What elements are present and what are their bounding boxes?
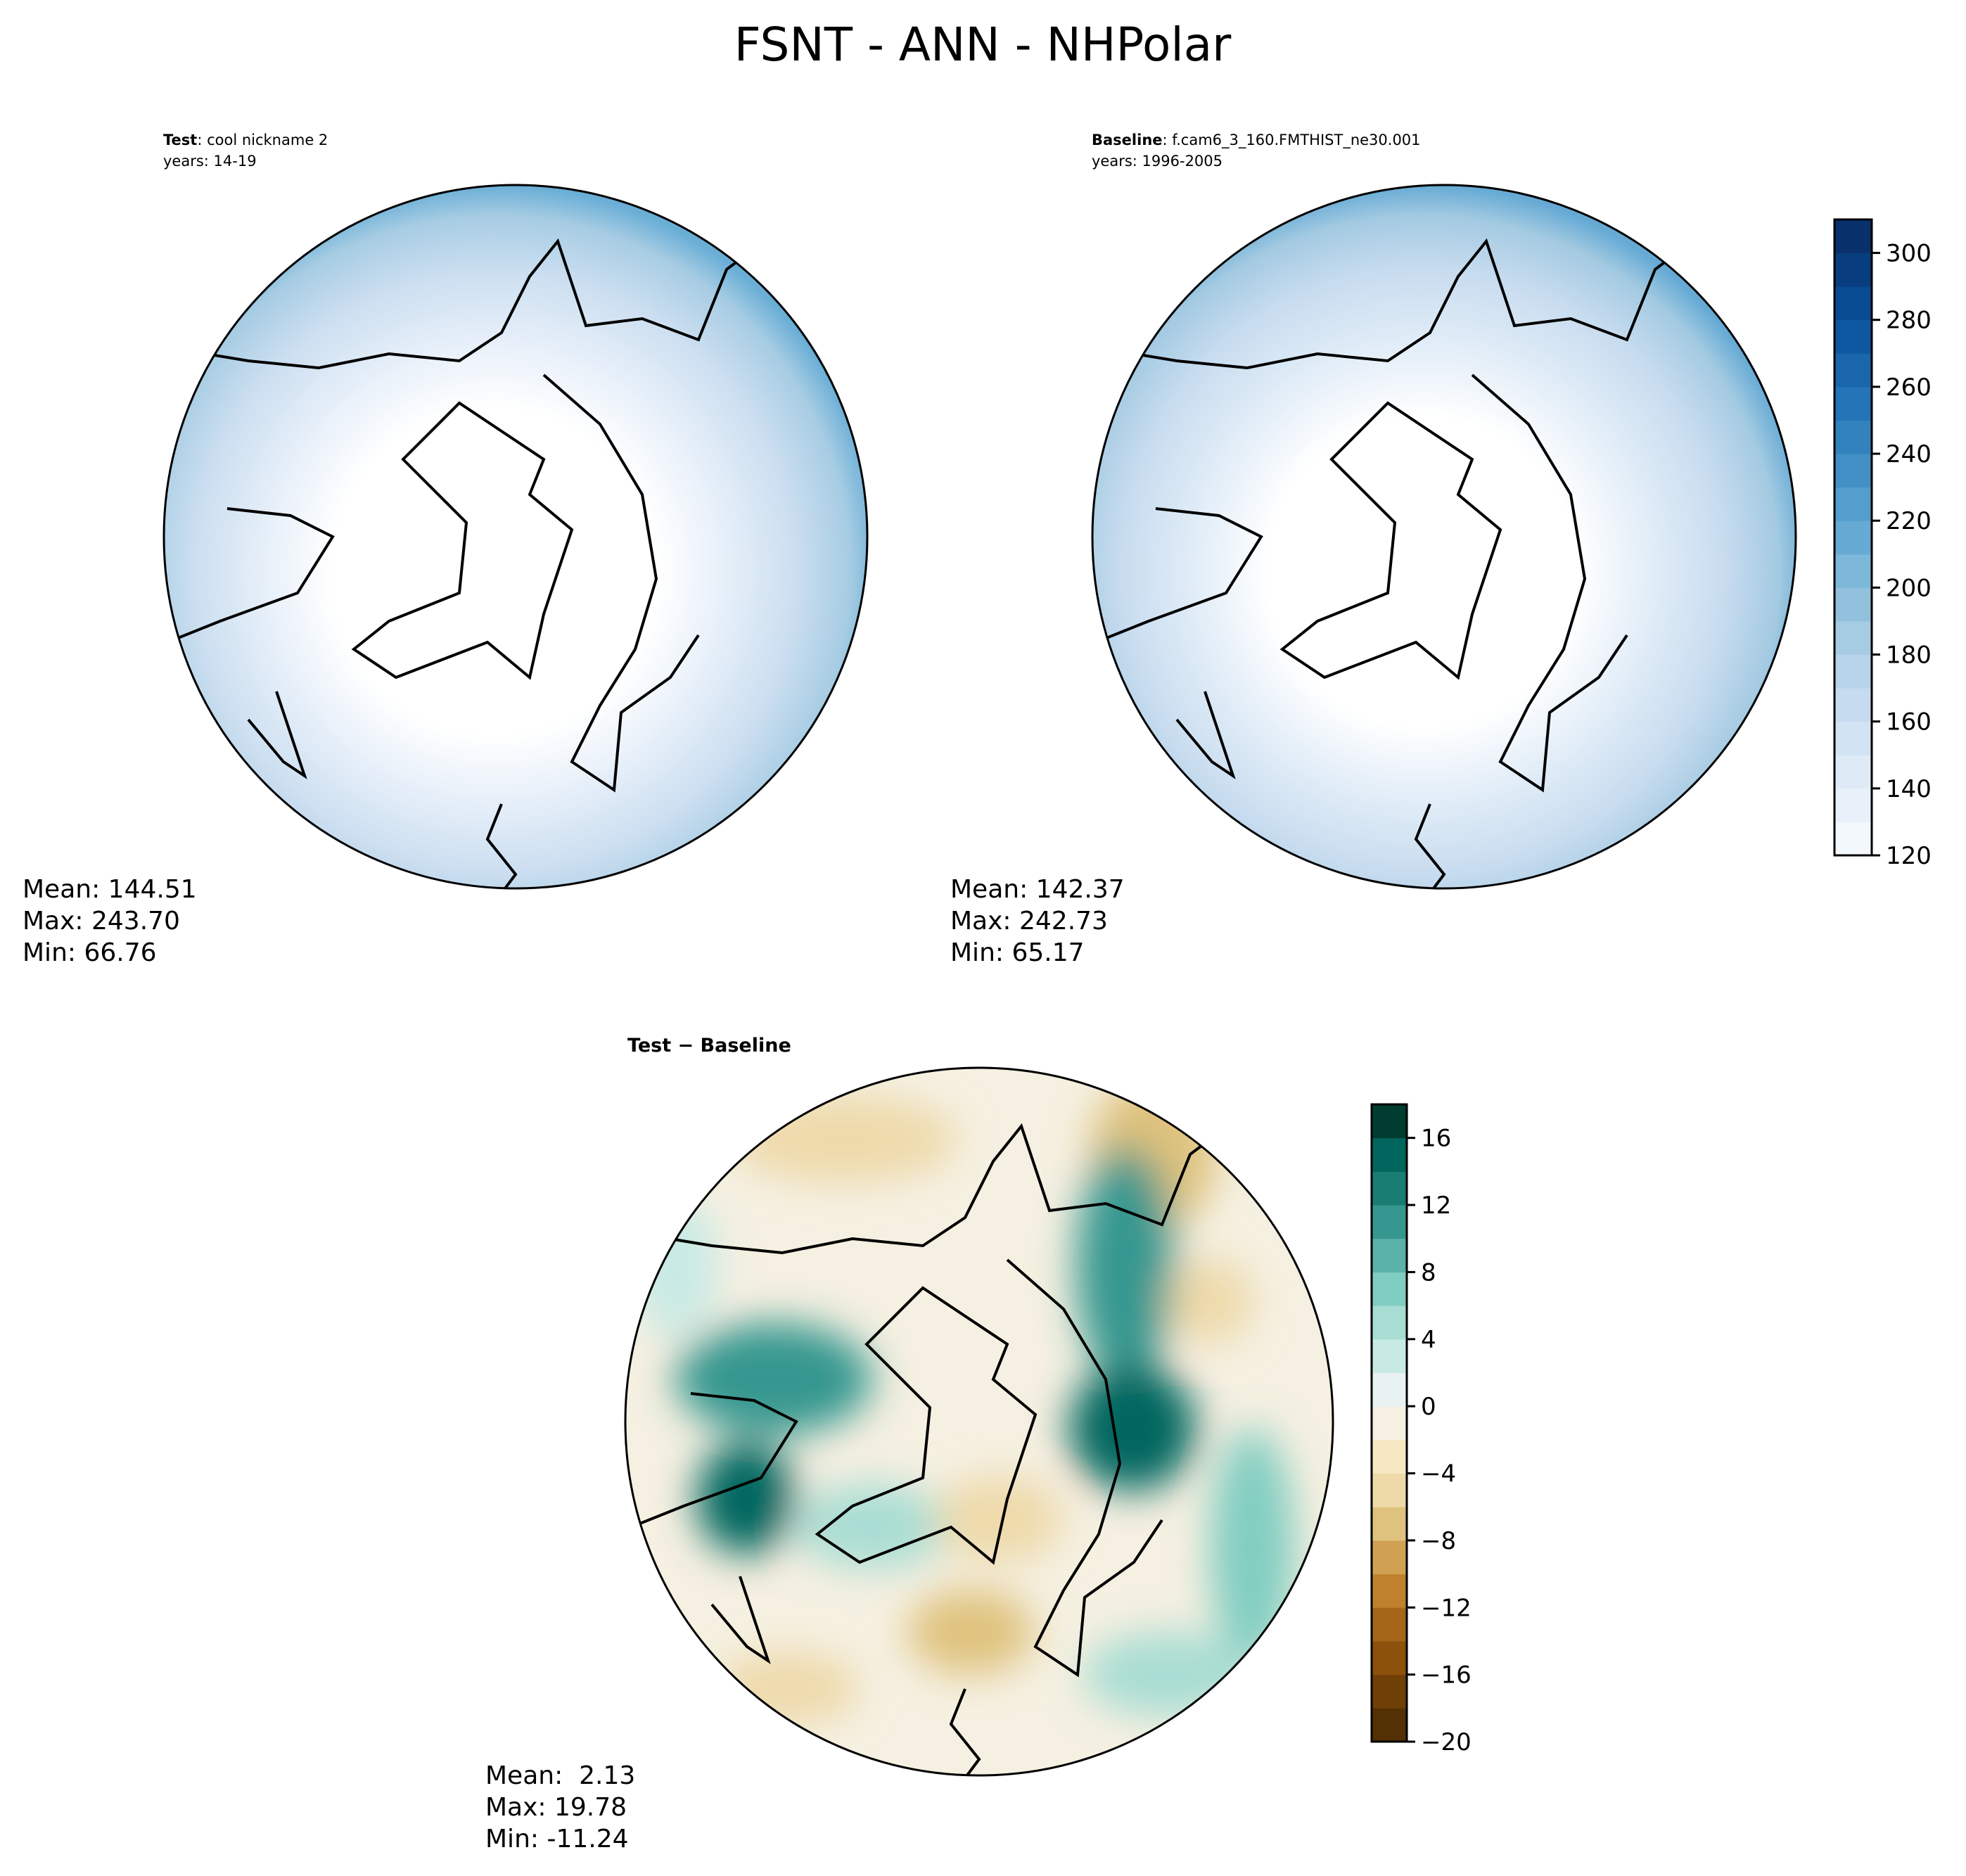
colorbar-tick-label: 180 xyxy=(1886,642,1932,670)
colorbar-tick-label: 0 xyxy=(1421,1393,1436,1421)
difference-mean: Mean: 2.13 xyxy=(485,1761,635,1790)
baseline-colorbar: 120 140 160 180 200 220 240 260 280 300 xyxy=(1833,218,1932,870)
colorbar-tick-label: 120 xyxy=(1886,842,1932,870)
colorbar-tick-label: −8 xyxy=(1421,1527,1456,1555)
colorbar-tick-label: 280 xyxy=(1886,307,1932,335)
colorbar-tick-label: 8 xyxy=(1421,1258,1436,1287)
baseline-mean: Mean: 142.37 xyxy=(950,875,1125,904)
test-panel: Test: cool nickname 2 years: 14-19 Mean:… xyxy=(23,132,869,967)
colorbar-bin xyxy=(1372,1607,1407,1642)
colorbar-bin xyxy=(1372,1104,1407,1139)
baseline-min: Min: 65.17 xyxy=(950,938,1085,967)
colorbar-tick-label: −20 xyxy=(1421,1728,1472,1756)
colorbar-bin xyxy=(1372,1306,1407,1340)
figure-title: FSNT - ANN - NHPolar xyxy=(734,18,1232,72)
colorbar-bin xyxy=(1834,788,1872,822)
colorbar-bin xyxy=(1834,219,1872,254)
test-years: years: 14-19 xyxy=(163,153,257,170)
baseline-label: Baseline: f.cam6_3_160.FMTHIST_ne30.001 xyxy=(1092,132,1421,149)
test-map-boundary xyxy=(162,184,869,890)
colorbar-bin xyxy=(1372,1540,1407,1575)
test-label: Test: cool nickname 2 xyxy=(163,132,328,148)
colorbar-bin xyxy=(1834,253,1872,287)
difference-anomaly-regions xyxy=(633,1076,1294,1723)
colorbar-tick-label: 140 xyxy=(1886,775,1932,803)
difference-colorbar: −20 −16 −12 −8 −4 0 4 8 12 16 xyxy=(1370,1103,1472,1756)
colorbar-bin xyxy=(1372,1439,1407,1474)
baseline-max: Max: 242.73 xyxy=(950,907,1108,936)
colorbar-tick-label: 300 xyxy=(1886,240,1932,268)
colorbar-tick-label: 260 xyxy=(1886,374,1932,402)
colorbar-bin xyxy=(1372,1406,1407,1441)
colorbar-bin xyxy=(1834,755,1872,789)
colorbar-bin xyxy=(1372,1238,1407,1272)
colorbar-bin xyxy=(1834,521,1872,555)
colorbar-bin xyxy=(1372,1339,1407,1373)
difference-label: Test − Baseline xyxy=(627,1035,791,1057)
colorbar-tick-label: −12 xyxy=(1421,1594,1472,1622)
colorbar-bin xyxy=(1372,1372,1407,1407)
test-mean: Mean: 144.51 xyxy=(23,875,197,904)
difference-map-boundary xyxy=(624,1066,1334,1777)
colorbar-bin xyxy=(1834,587,1872,622)
colorbar-bin xyxy=(1834,487,1872,521)
test-map-field xyxy=(164,185,867,888)
colorbar-tick-label: 12 xyxy=(1421,1192,1451,1220)
difference-min: Min: -11.24 xyxy=(485,1825,629,1853)
baseline-years: years: 1996-2005 xyxy=(1092,153,1223,170)
colorbar-bin xyxy=(1834,688,1872,722)
colorbar-bin xyxy=(1372,1507,1407,1541)
colorbar-tick-label: 16 xyxy=(1421,1125,1451,1153)
colorbar-bin xyxy=(1834,319,1872,354)
colorbar-bin xyxy=(1834,386,1872,421)
colorbar-bin xyxy=(1372,1272,1407,1306)
colorbar-tick-label: −16 xyxy=(1421,1661,1472,1690)
colorbar-tick-label: 220 xyxy=(1886,507,1932,535)
colorbar-tick-label: 240 xyxy=(1886,440,1932,468)
colorbar-bin xyxy=(1372,1171,1407,1206)
test-max: Max: 243.70 xyxy=(23,907,180,936)
colorbar-frame xyxy=(1833,218,1873,857)
colorbar-bin xyxy=(1834,654,1872,689)
colorbar-tick-label: −4 xyxy=(1421,1460,1456,1488)
test-min: Min: 66.76 xyxy=(23,938,157,967)
colorbar-bin xyxy=(1834,554,1872,588)
difference-max: Max: 19.78 xyxy=(485,1793,627,1822)
colorbar-bin xyxy=(1372,1708,1407,1742)
colorbar-tick-label: 4 xyxy=(1421,1326,1436,1354)
colorbar-tick-label: 160 xyxy=(1886,708,1932,736)
baseline-panel: Baseline: f.cam6_3_160.FMTHIST_ne30.001 … xyxy=(950,132,1932,967)
baseline-map-boundary xyxy=(1091,184,1797,890)
colorbar-bin xyxy=(1834,454,1872,488)
colorbar-bin xyxy=(1834,286,1872,321)
colorbar-bin xyxy=(1372,1473,1407,1507)
colorbar-bin xyxy=(1834,353,1872,388)
colorbar-bin xyxy=(1372,1205,1407,1239)
colorbar-bin xyxy=(1834,620,1872,656)
colorbar-bin xyxy=(1834,420,1872,454)
colorbar-bin xyxy=(1834,721,1872,755)
colorbar-bin xyxy=(1372,1137,1407,1172)
colorbar-bin xyxy=(1834,822,1872,856)
baseline-map-field xyxy=(1092,185,1796,888)
colorbar-bin xyxy=(1372,1574,1407,1608)
colorbar-bin xyxy=(1372,1674,1407,1709)
colorbar-frame xyxy=(1370,1103,1408,1743)
colorbar-tick-label: 200 xyxy=(1886,574,1932,602)
difference-panel: Test − Baseline Mean: 2.13 Max: 19.78 Mi… xyxy=(485,1035,1472,1853)
colorbar-bin xyxy=(1372,1640,1407,1676)
